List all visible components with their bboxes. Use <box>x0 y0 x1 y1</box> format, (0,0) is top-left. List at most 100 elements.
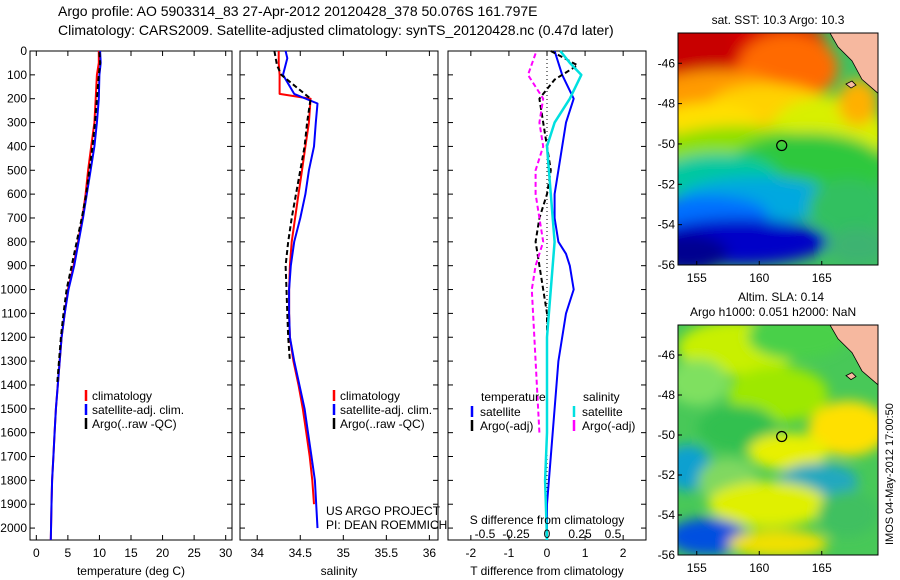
map-y-tick-label: -48 <box>658 97 676 111</box>
map-field-cell <box>748 325 848 360</box>
x-tick-label: 15 <box>124 546 138 560</box>
series-line-climatology <box>277 51 315 505</box>
map-y-tick-label: -56 <box>658 258 676 272</box>
map-x-tick-label: 155 <box>687 271 707 285</box>
map-field-cell <box>708 481 828 528</box>
series-line-salinity-argo-adj- <box>527 53 545 433</box>
y-tick-label: 900 <box>7 259 27 273</box>
map-field-cell <box>838 79 878 126</box>
map-x-tick-label: 160 <box>749 561 769 575</box>
top-x-tick-label: -0.5 <box>475 527 496 541</box>
map-x-tick-label: 165 <box>812 271 832 285</box>
map-field-cell <box>678 218 828 265</box>
map-field-cell <box>818 490 878 537</box>
imos-timestamp-label: IMOS 04-May-2012 17:00:50 <box>884 403 896 545</box>
legend-header: temperature <box>481 390 546 404</box>
series-line-temperature-argo-adj- <box>534 50 579 338</box>
y-tick-label: 1000 <box>0 283 27 297</box>
map-y-tick-label: -52 <box>658 177 676 191</box>
map-x-tick-label: 160 <box>749 271 769 285</box>
map-y-tick-label: -54 <box>658 218 676 232</box>
map-field-cell <box>828 227 878 265</box>
sst-map-title: sat. SST: 10.3 Argo: 10.3 <box>712 13 845 27</box>
y-tick-label: 1200 <box>0 330 27 344</box>
map-field <box>678 33 878 265</box>
y-tick-label: 600 <box>7 187 27 201</box>
series-line-salinity-satellite <box>543 50 583 541</box>
series-line-argo-raw-qc- <box>56 52 102 386</box>
y-tick-label: 0 <box>20 44 27 58</box>
series-line-temperature-satellite <box>546 50 575 540</box>
legend-label: climatology <box>340 389 400 403</box>
y-tick-label: 700 <box>7 211 27 225</box>
figure-title-line1: Argo profile: AO 5903314_83 27-Apr-2012 … <box>58 3 538 19</box>
x-tick-label: 34.5 <box>289 546 313 560</box>
map-field-cell <box>728 529 828 555</box>
sla-map-title: Altim. SLA: 0.14 <box>738 290 824 304</box>
x-tick-label: -2 <box>466 546 477 560</box>
y-tick-label: 1600 <box>0 426 27 440</box>
land <box>829 325 878 386</box>
plot-frame-temperature <box>29 50 233 541</box>
pi-annotation: PI: DEAN ROEMMICH <box>326 518 447 532</box>
map-field-cell <box>678 359 728 406</box>
y-tick-label: 1800 <box>0 473 27 487</box>
x-tick-label: 0 <box>544 546 551 560</box>
map-y-tick-label: -52 <box>658 468 676 482</box>
map-field-cell <box>678 234 728 265</box>
y-tick-label: 1900 <box>0 497 27 511</box>
figure-title-line2: Climatology: CARS2009. Satellite-adjuste… <box>58 22 614 38</box>
x-axis-label: temperature (deg C) <box>77 564 185 578</box>
x-tick-label: 10 <box>93 546 107 560</box>
y-tick-label: 500 <box>7 163 27 177</box>
top-x-tick-label: -0.25 <box>502 527 530 541</box>
map-field-cell <box>808 400 878 457</box>
map-x-tick-label: 165 <box>812 561 832 575</box>
x-tick-label: 36 <box>423 546 437 560</box>
y-tick-label: 1500 <box>0 402 27 416</box>
y-tick-label: 800 <box>7 235 27 249</box>
y-tick-label: 1400 <box>0 378 27 392</box>
legend-label: Argo(..raw -QC) <box>92 417 177 431</box>
x-tick-label: -1 <box>504 546 515 560</box>
map-sst_map <box>678 33 878 265</box>
y-tick-label: 200 <box>7 92 27 106</box>
top-x-tick-label: 0.25 <box>568 527 592 541</box>
y-tick-label: 1300 <box>0 354 27 368</box>
sla-map-subtitle: Argo h1000: 0.051 h2000: NaN <box>690 305 856 319</box>
y-tick-label: 1100 <box>1 306 27 320</box>
top-x-axis-label: S difference from climatology <box>470 513 625 527</box>
map-y-tick-label: -50 <box>658 428 676 442</box>
top-x-tick-label: 0.5 <box>605 527 622 541</box>
y-tick-label: 2000 <box>0 521 27 535</box>
y-tick-label: 400 <box>7 139 27 153</box>
map-y-tick-label: -50 <box>658 137 676 151</box>
legend-header: salinity <box>583 390 620 404</box>
map-y-tick-label: -46 <box>658 56 676 70</box>
legend-label: satellite-adj. clim. <box>92 403 184 417</box>
x-tick-label: 34 <box>251 546 265 560</box>
x-tick-label: 30 <box>219 546 233 560</box>
y-tick-label: 300 <box>7 116 27 130</box>
legend-label: Argo(-adj) <box>582 419 635 433</box>
series-line-satellite-adj-clim- <box>282 50 319 529</box>
argo-position-marker <box>776 430 788 443</box>
y-tick-label: 1700 <box>0 450 27 464</box>
project-annotation: US ARGO PROJECT <box>326 504 441 518</box>
x-axis-label: salinity <box>321 564 358 578</box>
x-tick-label: 0 <box>33 546 40 560</box>
map-y-tick-label: -48 <box>658 388 676 402</box>
legend-label: climatology <box>92 389 152 403</box>
map-y-tick-label: -56 <box>658 548 676 562</box>
map-field-cell <box>678 33 738 73</box>
map-y-tick-label: -54 <box>658 508 676 522</box>
x-tick-label: 20 <box>156 546 170 560</box>
map-field-cell <box>808 179 878 235</box>
map-field <box>678 325 878 555</box>
x-tick-label: 1 <box>582 546 589 560</box>
top-x-tick-label: 0 <box>544 527 551 541</box>
legend-label: Argo(-adj) <box>480 419 533 433</box>
x-tick-label: 35 <box>337 546 351 560</box>
plot-frame-salinity <box>239 50 439 541</box>
